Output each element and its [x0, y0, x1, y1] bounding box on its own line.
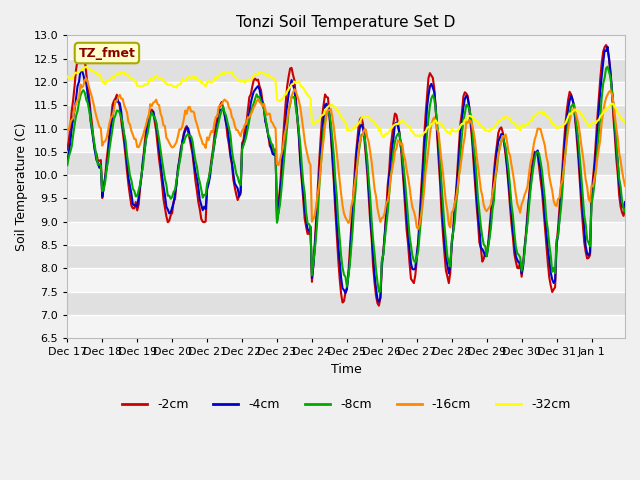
Bar — [67, 315, 625, 338]
Text: TZ_fmet: TZ_fmet — [79, 47, 136, 60]
-8cm — [83, 97, 90, 103]
-4cm — [621, 199, 629, 205]
-2cm — [621, 205, 629, 211]
Bar — [67, 82, 625, 105]
-8cm — [621, 209, 629, 215]
-8cm — [545, 242, 553, 248]
-2cm — [63, 147, 71, 153]
-16cm — [352, 174, 360, 180]
-4cm — [463, 93, 470, 98]
-16cm — [464, 120, 472, 126]
-32cm — [101, 81, 109, 87]
-32cm — [84, 65, 92, 71]
Line: -8cm: -8cm — [67, 67, 625, 292]
-32cm — [352, 122, 360, 128]
-2cm — [375, 303, 383, 309]
Bar — [67, 175, 625, 198]
-4cm — [350, 189, 358, 195]
-4cm — [83, 80, 90, 86]
Bar — [67, 268, 625, 292]
-32cm — [63, 74, 71, 80]
-16cm — [84, 80, 92, 85]
-8cm — [604, 64, 611, 70]
-2cm — [463, 91, 470, 96]
X-axis label: Time: Time — [331, 363, 362, 376]
-8cm — [375, 289, 383, 295]
-32cm — [621, 120, 629, 126]
-32cm — [83, 64, 90, 70]
Bar — [67, 129, 625, 152]
-2cm — [100, 184, 108, 190]
-4cm — [604, 44, 611, 49]
-2cm — [545, 275, 553, 281]
-4cm — [620, 205, 627, 211]
-16cm — [547, 181, 555, 187]
-4cm — [63, 158, 71, 164]
-2cm — [350, 176, 358, 181]
Legend: -2cm, -4cm, -8cm, -16cm, -32cm: -2cm, -4cm, -8cm, -16cm, -32cm — [117, 393, 575, 416]
-16cm — [415, 226, 422, 232]
Line: -2cm: -2cm — [67, 45, 625, 306]
Bar — [67, 36, 625, 59]
Bar — [67, 222, 625, 245]
Line: -16cm: -16cm — [67, 78, 625, 229]
-4cm — [375, 299, 383, 305]
-2cm — [83, 71, 90, 76]
Line: -32cm: -32cm — [67, 67, 625, 137]
-32cm — [547, 119, 555, 124]
-32cm — [464, 115, 472, 121]
-8cm — [350, 203, 358, 208]
Title: Tonzi Soil Temperature Set D: Tonzi Soil Temperature Set D — [236, 15, 456, 30]
-8cm — [620, 205, 627, 211]
-8cm — [100, 187, 108, 192]
-32cm — [620, 118, 627, 124]
Y-axis label: Soil Temperature (C): Soil Temperature (C) — [15, 122, 28, 251]
-16cm — [101, 138, 109, 144]
-2cm — [602, 42, 610, 48]
-32cm — [380, 134, 387, 140]
-4cm — [100, 185, 108, 191]
-16cm — [620, 176, 627, 182]
-4cm — [545, 257, 553, 263]
-16cm — [63, 127, 71, 132]
-8cm — [463, 102, 470, 108]
-8cm — [63, 162, 71, 168]
Line: -4cm: -4cm — [67, 47, 625, 302]
-16cm — [621, 183, 629, 189]
-2cm — [620, 213, 627, 219]
-16cm — [83, 75, 90, 81]
